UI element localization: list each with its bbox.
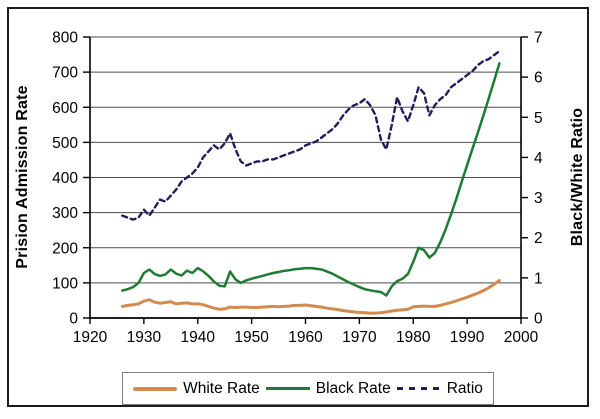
x-axis-tick-label: 1950 <box>234 329 269 346</box>
x-axis-tick-label: 2000 <box>504 329 539 346</box>
left-axis-tick-label: 700 <box>52 65 78 82</box>
legend-label-ratio: Ratio <box>446 379 483 397</box>
x-axis-tick-label: 1990 <box>450 329 485 346</box>
legend-label-white-rate: White Rate <box>183 379 260 397</box>
left-axis-tick-label: 100 <box>52 275 78 292</box>
legend-item-white-rate: White Rate <box>133 380 260 398</box>
chart-border <box>7 7 589 407</box>
ratio-line-swatch <box>396 387 441 390</box>
x-axis-tick-label: 1920 <box>73 329 108 346</box>
legend-box: White Rate Black Rate Ratio <box>122 372 494 405</box>
series-line-ratio <box>121 49 501 221</box>
right-axis-tick-label: 7 <box>534 30 543 47</box>
left-axis-tick-label: 200 <box>52 240 78 257</box>
x-axis-tick-label: 1940 <box>181 329 216 346</box>
series-line-black-rate <box>121 62 501 297</box>
left-axis-title: Prision Admission Rate <box>14 85 31 269</box>
x-axis-tick-label: 1970 <box>342 329 377 346</box>
left-axis-tick-label: 0 <box>69 311 78 328</box>
x-axis-tick-label: 1980 <box>396 329 431 346</box>
right-axis-tick-label: 6 <box>534 70 543 87</box>
legend-label-black-rate: Black Rate <box>315 379 391 397</box>
black-rate-line-swatch <box>265 387 310 390</box>
left-axis-tick-label: 400 <box>52 170 78 187</box>
x-axis-tick-label: 1960 <box>288 329 323 346</box>
x-axis-tick-label: 1930 <box>127 329 162 346</box>
right-axis-tick-label: 4 <box>534 150 543 167</box>
legend-item-ratio: Ratio <box>396 379 483 398</box>
right-axis-tick-label: 3 <box>534 190 543 207</box>
series-line-white-rate <box>120 278 501 315</box>
right-axis-tick-label: 5 <box>534 110 543 127</box>
right-axis-title: Black/White Ratio <box>569 107 586 247</box>
right-axis-tick-label: 0 <box>534 311 543 328</box>
right-axis-tick-label: 1 <box>534 270 543 287</box>
right-axis-tick-label: 2 <box>534 230 543 247</box>
left-axis-tick-label: 500 <box>52 135 78 152</box>
left-axis-tick-label: 600 <box>52 100 78 117</box>
left-axis-tick-label: 800 <box>52 30 78 47</box>
white-rate-line-swatch <box>133 386 178 391</box>
left-axis-tick-label: 300 <box>52 205 78 222</box>
legend-item-black-rate: Black Rate <box>265 379 391 398</box>
